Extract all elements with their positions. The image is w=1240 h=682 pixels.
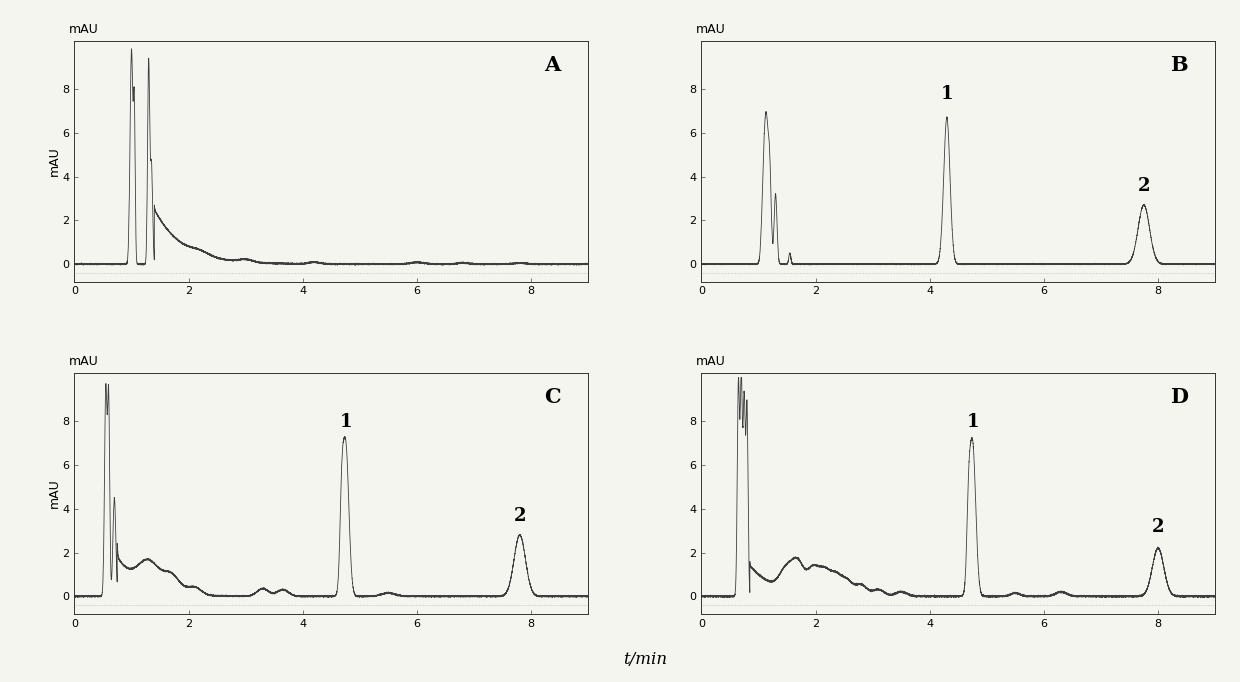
Text: t/min: t/min — [622, 651, 667, 668]
Y-axis label: mAU: mAU — [48, 479, 61, 508]
Text: 1: 1 — [966, 413, 978, 431]
Text: mAU: mAU — [696, 355, 725, 368]
Text: A: A — [544, 55, 560, 75]
Text: mAU: mAU — [69, 355, 99, 368]
Text: mAU: mAU — [696, 23, 725, 36]
Text: mAU: mAU — [69, 23, 99, 36]
Text: 1: 1 — [340, 413, 352, 431]
Text: B: B — [1171, 55, 1188, 75]
Text: 2: 2 — [513, 507, 526, 525]
Text: C: C — [544, 387, 560, 407]
Text: D: D — [1171, 387, 1188, 407]
Text: 2: 2 — [1137, 177, 1149, 195]
Text: 2: 2 — [1152, 518, 1164, 536]
Text: 1: 1 — [941, 85, 954, 103]
Y-axis label: mAU: mAU — [48, 147, 61, 176]
